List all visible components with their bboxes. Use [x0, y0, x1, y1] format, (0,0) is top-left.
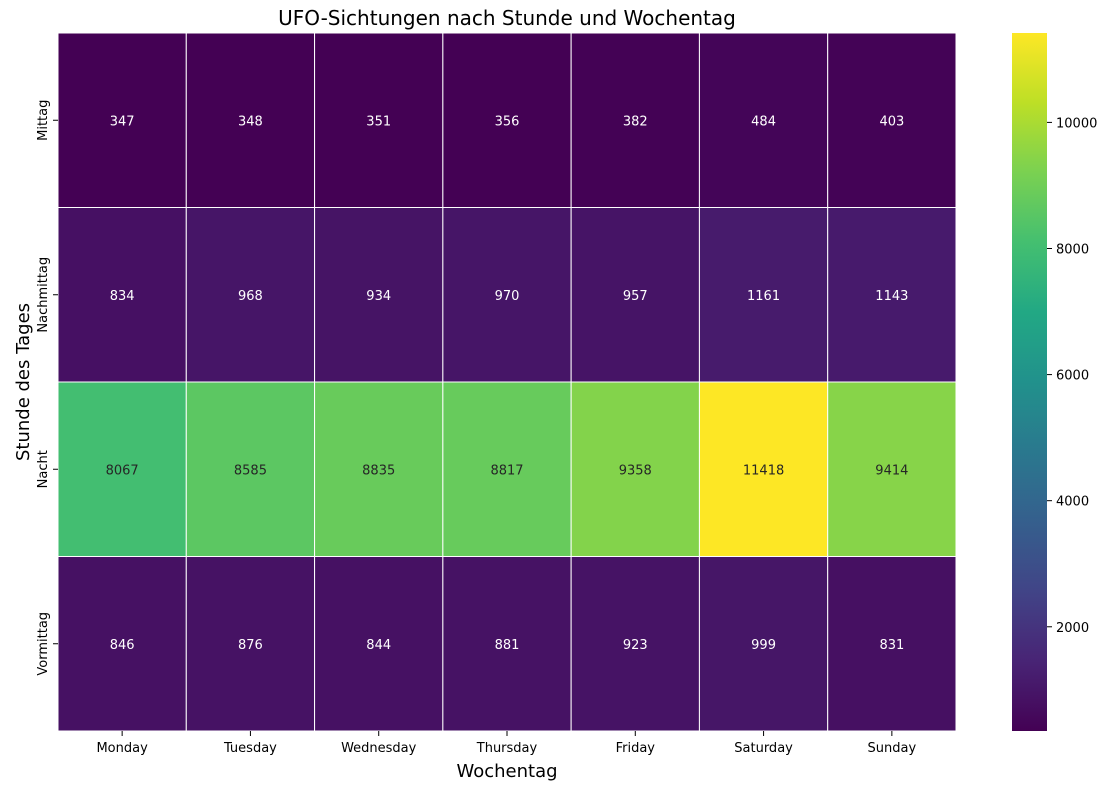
colorbar-tick-label: 8000 [1056, 242, 1089, 257]
colorbar-tick-label: 6000 [1056, 369, 1089, 384]
cell-value-label: 8817 [490, 463, 523, 478]
heatmap-cell [57, 381, 187, 557]
heatmap-cell [827, 207, 957, 383]
heatmap-cell [442, 32, 572, 208]
heatmap-cell [314, 32, 444, 208]
cell-value-label: 1161 [747, 289, 780, 304]
heatmap-cells: 347 348 351 356 382 484 403 834 968 934 970 957 1161… [57, 32, 957, 732]
heatmap-cell [698, 381, 829, 557]
heatmap-cell [57, 32, 187, 208]
cell-value-label: 876 [238, 638, 263, 653]
cell-value-label: 923 [623, 638, 648, 653]
colorbar-tick-label: 4000 [1056, 495, 1089, 510]
x-tick-label: Saturday [734, 741, 793, 756]
cell-value-label: 348 [238, 114, 263, 129]
heatmap-cell [827, 556, 957, 732]
cell-value-label: 347 [110, 114, 135, 129]
y-axis-ticks: Mittag Nachmittag Nacht Vormittag [36, 100, 58, 676]
cell-value-label: 11418 [743, 463, 784, 478]
colorbar-tick-label: 10000 [1056, 116, 1097, 131]
cell-value-label: 957 [623, 289, 648, 304]
cell-value-label: 881 [495, 638, 520, 653]
cell-value-label: 831 [879, 638, 904, 653]
chart-title: UFO-Sichtungen nach Stunde und Wochentag [278, 6, 736, 30]
x-tick-label: Wednesday [341, 741, 417, 756]
cell-value-label: 9358 [619, 463, 652, 478]
cell-value-label: 970 [495, 289, 520, 304]
x-tick-label: Tuesday [223, 741, 277, 756]
y-tick-label: Vormittag [36, 612, 51, 676]
x-tick-label: Monday [96, 741, 148, 756]
cell-value-label: 834 [110, 289, 135, 304]
cell-value-label: 968 [238, 289, 263, 304]
x-tick-label: Sunday [868, 741, 917, 756]
heatmap-cell [827, 381, 957, 557]
cell-value-label: 844 [366, 638, 391, 653]
cell-value-label: 1143 [875, 289, 908, 304]
cell-value-label: 999 [751, 638, 776, 653]
cell-value-label: 484 [751, 114, 776, 129]
cell-value-label: 382 [623, 114, 648, 129]
heatmap-cell [570, 381, 700, 557]
heatmap-cell [314, 207, 444, 383]
cell-value-label: 356 [495, 114, 520, 129]
colorbar-ticks: 2000 4000 6000 8000 10000 [1047, 116, 1097, 636]
heatmap-cell [314, 381, 444, 557]
x-axis-ticks: Monday Tuesday Wednesday Thursday Friday Satu… [96, 731, 916, 756]
heatmap-cell [442, 556, 572, 732]
heatmap-cell [185, 556, 316, 732]
heatmap-cell [185, 381, 316, 557]
y-tick-label: Nachmittag [36, 257, 51, 333]
x-axis-label: Wochentag [456, 761, 557, 782]
cell-value-label: 8585 [234, 463, 267, 478]
heatmap-cell [442, 381, 572, 557]
cell-value-label: 8067 [106, 463, 139, 478]
heatmap-cell [185, 32, 316, 208]
heatmap-cell [570, 207, 700, 383]
cell-value-label: 934 [366, 289, 391, 304]
heatmap-cell [570, 32, 700, 208]
heatmap-cell [698, 32, 829, 208]
cell-value-label: 8835 [362, 463, 395, 478]
cell-value-label: 9414 [875, 463, 908, 478]
heatmap-cell [698, 556, 829, 732]
cell-value-label: 351 [366, 114, 391, 129]
cell-value-label: 846 [110, 638, 135, 653]
heatmap-cell [57, 556, 187, 732]
colorbar [1012, 33, 1047, 731]
y-tick-label: Mittag [36, 100, 51, 141]
heatmap-cell [698, 207, 829, 383]
cell-value-label: 403 [879, 114, 904, 129]
heatmap-cell [827, 32, 957, 208]
x-tick-label: Thursday [476, 741, 538, 756]
y-axis-label: Stunde des Tages [13, 303, 34, 461]
colorbar-tick-label: 2000 [1056, 621, 1089, 636]
heatmap-cell [57, 207, 187, 383]
y-tick-label: Nacht [36, 450, 51, 488]
x-tick-label: Friday [616, 741, 656, 756]
